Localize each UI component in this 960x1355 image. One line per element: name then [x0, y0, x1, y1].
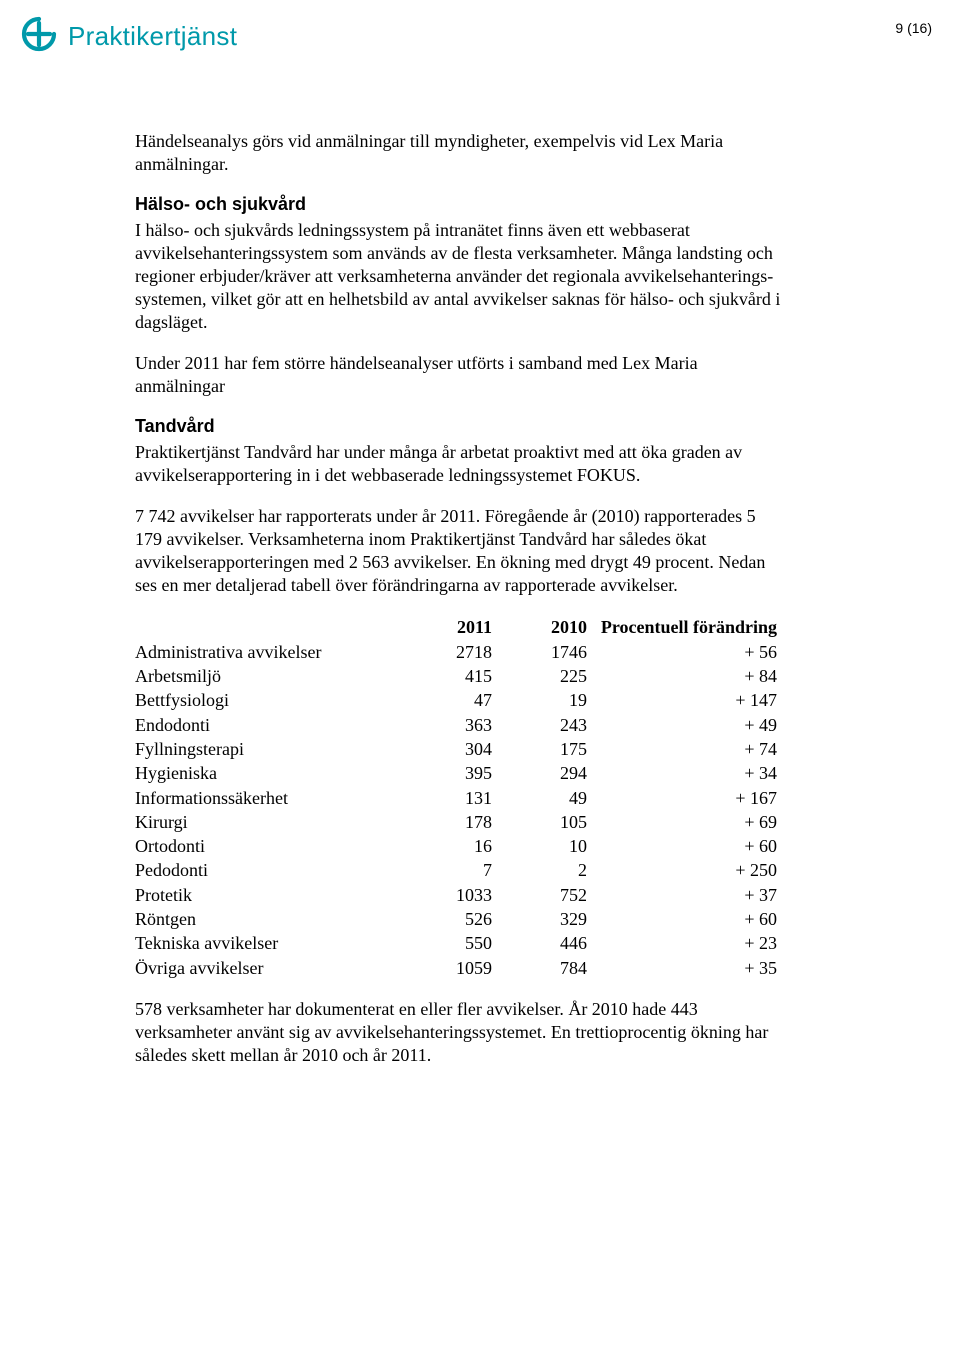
table-cell: 175: [500, 737, 595, 761]
table-row: Övriga avvikelser1059784+ 35: [135, 956, 785, 980]
table-cell: 225: [500, 664, 595, 688]
table-row: Röntgen526329+ 60: [135, 907, 785, 931]
table-cell: + 60: [595, 907, 785, 931]
table-header-cell: [135, 615, 405, 639]
table-cell: Ortodonti: [135, 834, 405, 858]
table-cell: Protetik: [135, 883, 405, 907]
table-cell: Pedodonti: [135, 858, 405, 882]
table-row: Informationssäkerhet13149+ 167: [135, 786, 785, 810]
table-cell: Administrativa avvikelser: [135, 640, 405, 664]
document-body: Händelseanalys görs vid anmälningar till…: [135, 130, 785, 1085]
table-header-row: 2011 2010 Procentuell förändring: [135, 615, 785, 639]
table-cell: + 37: [595, 883, 785, 907]
table-row: Tekniska avvikelser550446+ 23: [135, 931, 785, 955]
table-cell: Hygieniska: [135, 761, 405, 785]
table-cell: 2: [500, 858, 595, 882]
table-cell: 1059: [405, 956, 500, 980]
logo-wordmark: Praktikertjänst: [68, 21, 237, 52]
table-cell: 19: [500, 688, 595, 712]
table-cell: 550: [405, 931, 500, 955]
deviations-table: 2011 2010 Procentuell förändring Adminis…: [135, 615, 785, 979]
table-header-cell: 2011: [405, 615, 500, 639]
table-cell: Arbetsmiljö: [135, 664, 405, 688]
table-header-cell: Procentuell förändring: [595, 615, 785, 639]
table-cell: 395: [405, 761, 500, 785]
table-cell: Endodonti: [135, 713, 405, 737]
table-row: Endodonti363243+ 49: [135, 713, 785, 737]
table-cell: Tekniska avvikelser: [135, 931, 405, 955]
table-cell: 10: [500, 834, 595, 858]
table-cell: Bettfysiologi: [135, 688, 405, 712]
table-cell: 1746: [500, 640, 595, 664]
table-cell: 7: [405, 858, 500, 882]
table-row: Arbetsmiljö415225+ 84: [135, 664, 785, 688]
table-cell: 294: [500, 761, 595, 785]
table-cell: + 167: [595, 786, 785, 810]
table-cell: 363: [405, 713, 500, 737]
table-cell: + 60: [595, 834, 785, 858]
brand-logo: Praktikertjänst: [18, 16, 237, 57]
paragraph: Praktikertjänst Tandvård har under många…: [135, 441, 785, 487]
logo-mark-icon: [18, 16, 60, 57]
paragraph: Under 2011 har fem större händelseanalys…: [135, 352, 785, 398]
table-row: Pedodonti72+ 250: [135, 858, 785, 882]
table-cell: Informationssäkerhet: [135, 786, 405, 810]
table-cell: 47: [405, 688, 500, 712]
table-row: Ortodonti1610+ 60: [135, 834, 785, 858]
table-cell: + 84: [595, 664, 785, 688]
table-cell: 1033: [405, 883, 500, 907]
table-cell: 49: [500, 786, 595, 810]
table-cell: 446: [500, 931, 595, 955]
table-cell: 415: [405, 664, 500, 688]
table-cell: 2718: [405, 640, 500, 664]
table-cell: 784: [500, 956, 595, 980]
section-heading-tandvard: Tandvård: [135, 416, 785, 437]
table-cell: + 49: [595, 713, 785, 737]
table-cell: + 23: [595, 931, 785, 955]
table-cell: + 35: [595, 956, 785, 980]
table-row: Fyllningsterapi304175+ 74: [135, 737, 785, 761]
paragraph: I hälso- och sjukvårds ledningssystem på…: [135, 219, 785, 334]
table-cell: 178: [405, 810, 500, 834]
table-cell: Fyllningsterapi: [135, 737, 405, 761]
page-number: 9 (16): [895, 20, 932, 36]
table-row: Kirurgi178105+ 69: [135, 810, 785, 834]
table-header-cell: 2010: [500, 615, 595, 639]
table-cell: Röntgen: [135, 907, 405, 931]
table-cell: 329: [500, 907, 595, 931]
table-row: Hygieniska395294+ 34: [135, 761, 785, 785]
paragraph: Händelseanalys görs vid anmälningar till…: [135, 130, 785, 176]
table-cell: 131: [405, 786, 500, 810]
table-row: Protetik1033752+ 37: [135, 883, 785, 907]
section-heading-halso: Hälso- och sjukvård: [135, 194, 785, 215]
table-cell: + 74: [595, 737, 785, 761]
table-cell: 526: [405, 907, 500, 931]
table-cell: 105: [500, 810, 595, 834]
paragraph: 578 verksamheter har dokumenterat en ell…: [135, 998, 785, 1067]
table-cell: 752: [500, 883, 595, 907]
table-cell: + 250: [595, 858, 785, 882]
table-cell: + 34: [595, 761, 785, 785]
table-row: Administrativa avvikelser27181746+ 56: [135, 640, 785, 664]
table-cell: + 56: [595, 640, 785, 664]
table-cell: 304: [405, 737, 500, 761]
table-row: Bettfysiologi4719+ 147: [135, 688, 785, 712]
table-cell: 243: [500, 713, 595, 737]
table-cell: Övriga avvikelser: [135, 956, 405, 980]
table-cell: Kirurgi: [135, 810, 405, 834]
table-cell: + 147: [595, 688, 785, 712]
paragraph: 7 742 avvikelser har rapporterats under …: [135, 505, 785, 597]
table-cell: + 69: [595, 810, 785, 834]
table-cell: 16: [405, 834, 500, 858]
